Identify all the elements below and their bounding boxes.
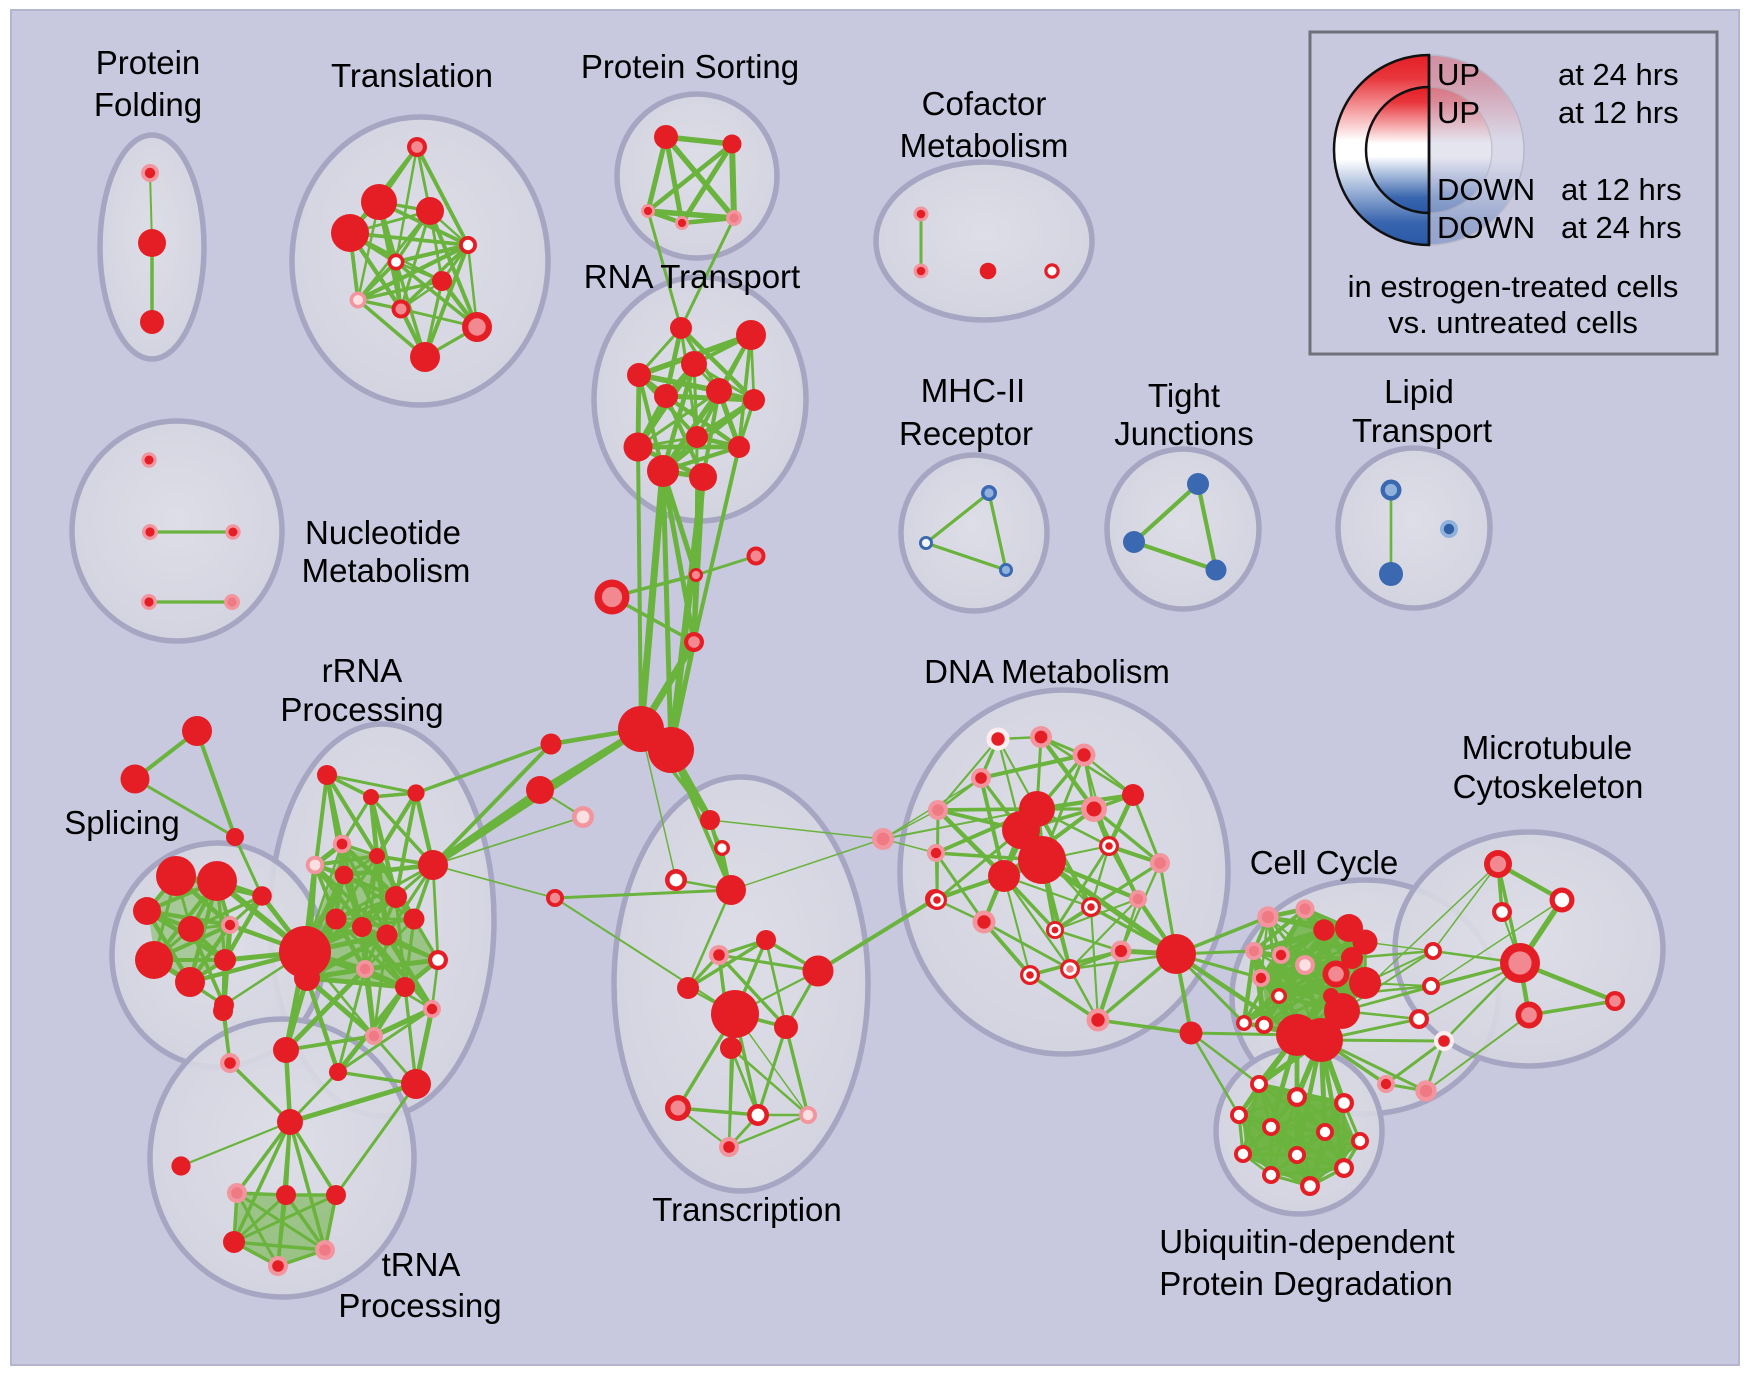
svg-text:Translation: Translation <box>331 57 493 94</box>
svg-text:Transport: Transport <box>1352 412 1492 449</box>
svg-text:Receptor: Receptor <box>899 415 1033 452</box>
svg-text:Junctions: Junctions <box>1114 415 1253 452</box>
svg-text:Cytoskeleton: Cytoskeleton <box>1453 768 1644 805</box>
svg-text:Protein: Protein <box>96 44 201 81</box>
svg-text:Lipid: Lipid <box>1384 373 1454 410</box>
svg-text:DNA Metabolism: DNA Metabolism <box>924 653 1170 690</box>
svg-text:DOWN: DOWN <box>1437 172 1535 207</box>
svg-text:Processing: Processing <box>280 691 443 728</box>
svg-text:Folding: Folding <box>94 86 202 123</box>
svg-text:at 24 hrs: at 24 hrs <box>1561 210 1682 245</box>
svg-text:at 12 hrs: at 12 hrs <box>1561 172 1682 207</box>
svg-text:RNA Transport: RNA Transport <box>584 258 800 295</box>
svg-text:UP: UP <box>1437 57 1480 92</box>
svg-text:tRNA: tRNA <box>382 1246 461 1283</box>
svg-text:Transcription: Transcription <box>652 1191 842 1228</box>
svg-text:Metabolism: Metabolism <box>900 127 1069 164</box>
svg-text:Metabolism: Metabolism <box>302 552 471 589</box>
svg-text:MHC-II: MHC-II <box>921 372 1025 409</box>
svg-text:Splicing: Splicing <box>64 804 180 841</box>
svg-text:UP: UP <box>1437 95 1480 130</box>
svg-text:Protein Degradation: Protein Degradation <box>1159 1265 1453 1302</box>
svg-text:Protein Sorting: Protein Sorting <box>581 48 799 85</box>
svg-text:Cofactor: Cofactor <box>922 85 1047 122</box>
svg-text:Microtubule: Microtubule <box>1462 729 1633 766</box>
svg-text:Processing: Processing <box>338 1287 501 1324</box>
svg-text:at 12 hrs: at 12 hrs <box>1558 95 1679 130</box>
svg-text:Nucleotide: Nucleotide <box>305 514 461 551</box>
svg-text:Tight: Tight <box>1148 377 1220 414</box>
svg-text:vs. untreated cells: vs. untreated cells <box>1388 305 1638 340</box>
svg-text:DOWN: DOWN <box>1437 210 1535 245</box>
svg-text:at 24 hrs: at 24 hrs <box>1558 57 1679 92</box>
svg-text:Cell Cycle: Cell Cycle <box>1250 844 1399 881</box>
svg-text:in estrogen-treated cells: in estrogen-treated cells <box>1348 269 1679 304</box>
svg-text:Ubiquitin-dependent: Ubiquitin-dependent <box>1159 1223 1454 1260</box>
svg-text:rRNA: rRNA <box>322 652 403 689</box>
